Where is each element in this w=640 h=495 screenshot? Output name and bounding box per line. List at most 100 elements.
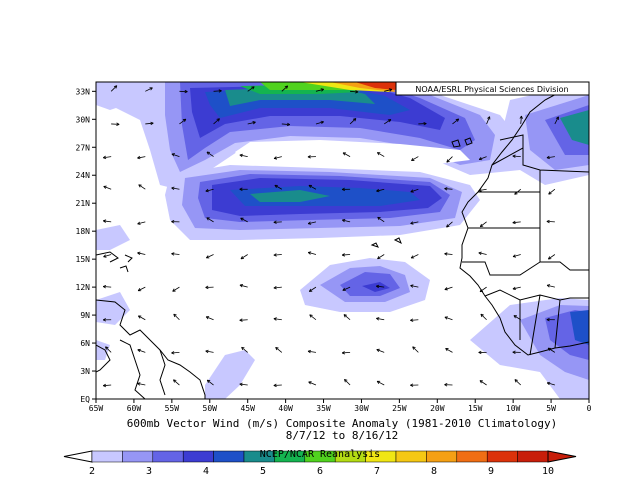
- colorbar-tick-label: 2: [89, 466, 95, 477]
- wind-arrow: [274, 184, 283, 190]
- lon-label: 55W: [165, 404, 180, 413]
- map-frame: [95, 81, 590, 400]
- wind-arrow: [452, 118, 460, 125]
- wind-arrow: [478, 251, 487, 255]
- wind-arrow: [205, 349, 214, 354]
- wind-arrow: [240, 254, 248, 260]
- wind-arrow: [418, 121, 427, 126]
- wind-arrow: [446, 221, 453, 228]
- wind-arrow: [179, 89, 188, 94]
- wind-arrow: [239, 284, 248, 288]
- colorbar-swatch: [182, 450, 214, 463]
- colorbar-ticks: 2 3 4 5 6 7 8 9 10: [89, 466, 554, 477]
- wind-arrow: [206, 379, 214, 386]
- wind-arrow: [376, 348, 385, 353]
- lon-label: 5W: [546, 404, 556, 413]
- lat-label: 27N: [76, 143, 91, 152]
- wind-arrow: [383, 119, 392, 125]
- wind-arrow: [513, 315, 521, 321]
- lon-label: 60W: [127, 404, 142, 413]
- wind-arrow: [546, 284, 555, 288]
- lon-label: 50W: [203, 404, 218, 413]
- wind-arrow: [546, 381, 555, 386]
- lon-label: 45W: [240, 404, 255, 413]
- colorbar-tick-label: 10: [542, 466, 554, 477]
- wind-arrow: [275, 346, 283, 353]
- wind-arrow: [205, 188, 214, 193]
- wind-arrow: [444, 286, 453, 291]
- wind-arrow: [486, 116, 491, 125]
- wind-arrow: [309, 314, 317, 321]
- wind-arrow: [138, 184, 146, 190]
- lon-label: 25W: [392, 404, 407, 413]
- wind-arrow: [137, 251, 146, 256]
- wind-arrow: [137, 221, 146, 225]
- lon-label: 40W: [278, 404, 293, 413]
- colorbar-swatch: [152, 450, 184, 463]
- wind-arrow: [514, 379, 522, 386]
- colorbar-right-arrow: [547, 450, 577, 463]
- wind-arrow: [410, 221, 419, 225]
- credit-box: [395, 81, 590, 96]
- wind-arrow: [444, 252, 453, 256]
- wind-arrow: [137, 155, 146, 160]
- lon-label: 0: [587, 404, 592, 413]
- wind-arrow: [341, 351, 351, 355]
- africa-coastline: [459, 82, 589, 356]
- wind-arrow: [410, 254, 419, 259]
- wind-arrow: [171, 351, 180, 355]
- colorbar-swatch: [426, 450, 458, 463]
- south-america-coastline: [96, 299, 206, 399]
- coastlines: [96, 82, 589, 399]
- colorbar-swatch: [91, 450, 123, 463]
- colorbar-swatch: [486, 450, 518, 463]
- longitude-labels: 65W 60W 55W 50W 45W 40W 35W 30W 25W 20W 15W 10W 5W 0: [89, 399, 592, 413]
- colorbar-tick-label: 4: [203, 466, 209, 477]
- wind-arrow: [179, 118, 187, 125]
- wind-arrow: [171, 252, 180, 256]
- wind-arrow: [145, 121, 154, 126]
- wind-arrow: [411, 156, 419, 161]
- wind-arrow: [206, 217, 214, 223]
- wind-arrow: [479, 380, 487, 386]
- wind-arrow: [478, 188, 487, 192]
- wind-arrow: [172, 286, 180, 292]
- wind-arrow: [273, 220, 282, 224]
- lat-label: 21N: [76, 199, 91, 208]
- lon-label: 20W: [430, 404, 445, 413]
- caption-dates: 8/7/12 to 8/16/12: [286, 429, 399, 442]
- wind-arrow: [273, 383, 282, 388]
- wind-arrow: [273, 156, 282, 160]
- wind-arrow: [213, 89, 222, 93]
- wind-arrow: [103, 155, 112, 160]
- wind-arrow: [478, 156, 487, 161]
- wind-arrow: [342, 218, 351, 223]
- wind-arrow: [307, 221, 317, 225]
- wind-vectors: [102, 83, 559, 388]
- colorbar-tick-label: 7: [374, 466, 380, 477]
- wind-arrow: [548, 188, 556, 195]
- wind-arrow: [171, 186, 180, 190]
- wind-arrow: [102, 284, 112, 289]
- wind-arrow: [341, 253, 351, 257]
- lat-label: EQ: [80, 395, 90, 404]
- wind-arrow: [341, 187, 351, 192]
- wind-arrow: [102, 383, 112, 388]
- wind-arrow: [479, 221, 487, 228]
- wind-arrow: [512, 254, 521, 258]
- wind-arrow: [410, 383, 419, 387]
- lat-label: 33N: [76, 87, 91, 96]
- wind-arrow: [105, 346, 112, 353]
- wind-arrow: [446, 156, 453, 163]
- wind-arrow: [547, 254, 556, 260]
- colorbar-swatch: [517, 450, 549, 463]
- wind-arrow: [247, 86, 255, 92]
- wind-arrow: [343, 314, 351, 321]
- latitude-labels: 33N 30N 27N 24N 21N 18N 15N 12N 9N 6N 3N EQ: [76, 87, 96, 404]
- colorbar: [63, 450, 577, 463]
- wind-arrow: [137, 348, 146, 353]
- lat-label: 6N: [80, 339, 90, 348]
- lon-label: 65W: [89, 404, 104, 413]
- wind-arrow: [514, 188, 521, 195]
